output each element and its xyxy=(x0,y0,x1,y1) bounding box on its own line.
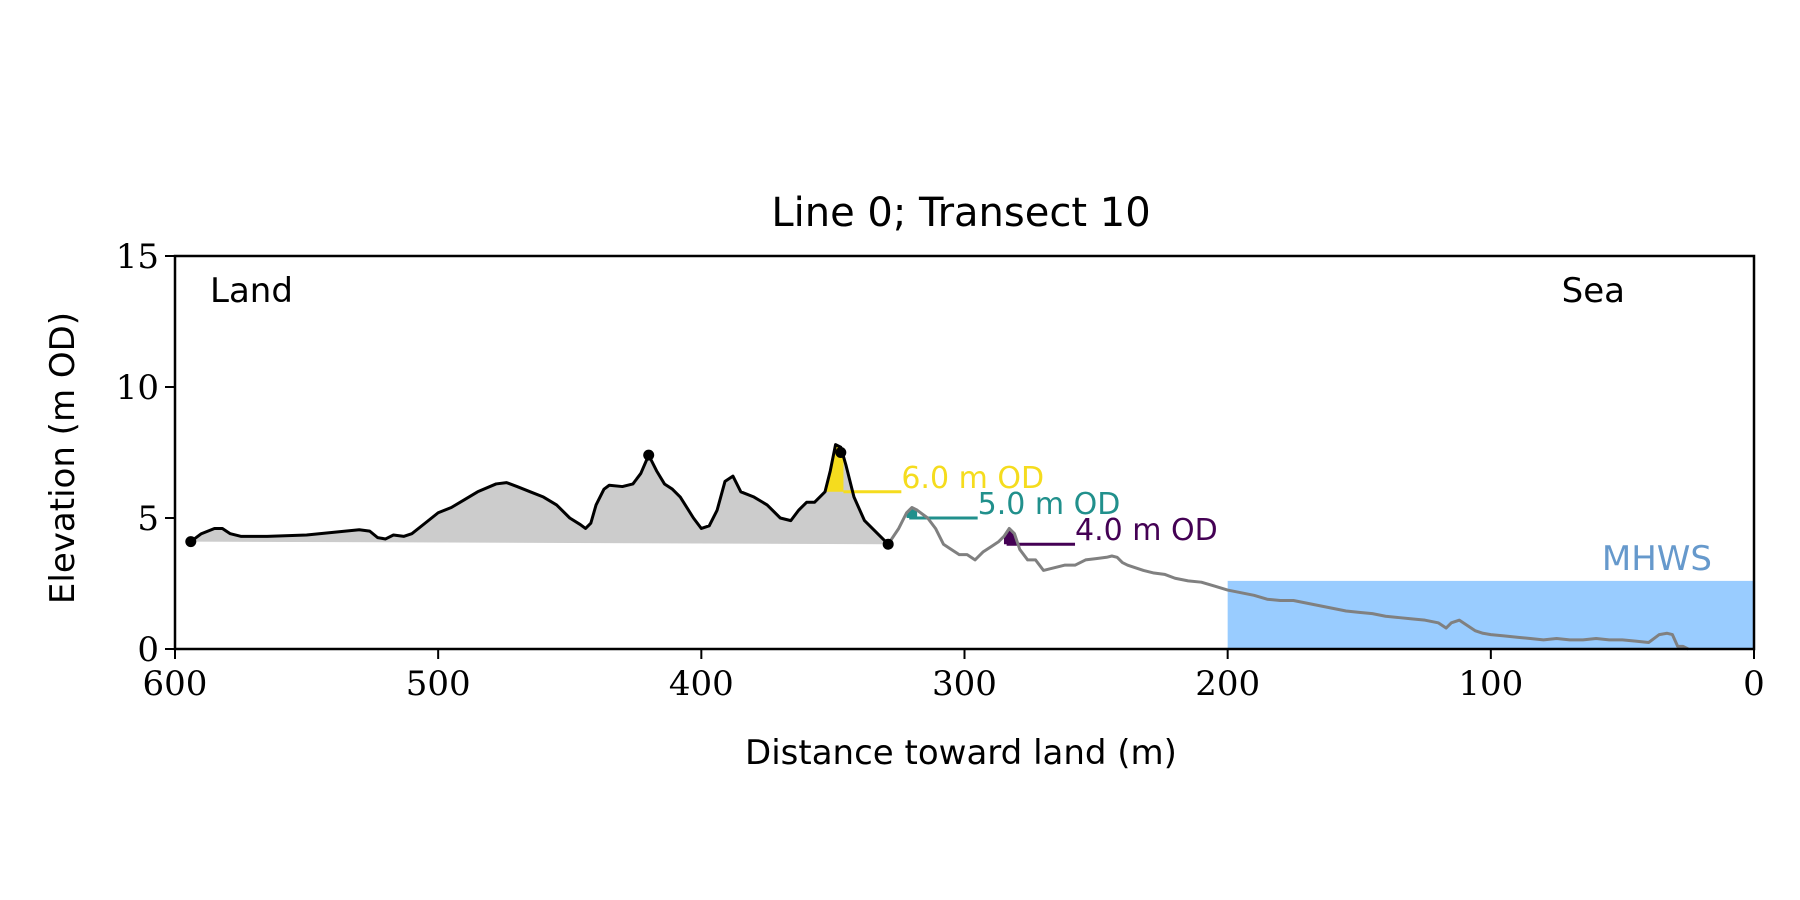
x-tick-label-600: 600 xyxy=(143,664,208,704)
y-axis-label: Elevation (m OD) xyxy=(43,312,83,604)
profile-marker-0 xyxy=(185,536,197,548)
dune-profile-line xyxy=(189,443,890,546)
chart-title: Line 0; Transect 10 xyxy=(771,190,1150,236)
threshold-label-0: 6.0 m OD xyxy=(901,461,1044,496)
sea-label: Sea xyxy=(1562,271,1625,311)
land-label: Land xyxy=(210,271,293,311)
mhws-label: MHWS xyxy=(1602,539,1712,579)
profile-marker-2 xyxy=(835,447,847,458)
seaward-profile-line xyxy=(886,506,1689,651)
x-tick-label-300: 300 xyxy=(932,664,997,704)
y-tick-label-5: 5 xyxy=(137,499,159,539)
profile-marker-1 xyxy=(643,449,655,461)
x-axis-label: Distance toward land (m) xyxy=(745,733,1177,773)
x-tick-label-500: 500 xyxy=(406,664,471,704)
threshold-label-2: 4.0 m OD xyxy=(1075,513,1218,548)
x-tick-label-0: 0 xyxy=(1743,664,1765,704)
mhws-area xyxy=(1227,580,1754,649)
profile-marker-3 xyxy=(882,538,894,550)
x-tick-label-400: 400 xyxy=(669,664,734,704)
y-tick-label-10: 10 xyxy=(116,368,159,408)
y-tick-label-15: 15 xyxy=(116,237,159,277)
threshold-label-1: 5.0 m OD xyxy=(978,487,1121,522)
x-tick-label-100: 100 xyxy=(1458,664,1523,704)
x-tick-label-200: 200 xyxy=(1195,664,1260,704)
y-tick-label-0: 0 xyxy=(137,630,159,670)
